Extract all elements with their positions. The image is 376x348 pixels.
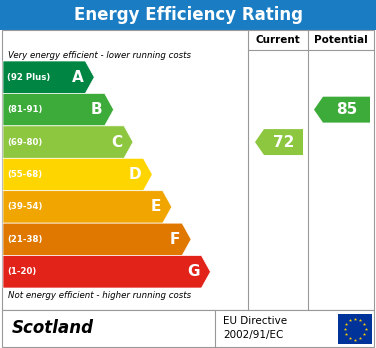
Text: 72: 72 [273,135,294,150]
Text: 85: 85 [336,102,357,117]
Text: Potential: Potential [314,35,368,45]
Bar [2,310,374,347]
Text: (92 Plus): (92 Plus) [7,73,50,82]
Text: (39-54): (39-54) [7,203,42,212]
Text: E: E [150,199,161,214]
Polygon shape [3,126,133,158]
Text: (1-20): (1-20) [7,267,36,276]
Text: (81-91): (81-91) [7,105,42,114]
Text: Not energy efficient - higher running costs: Not energy efficient - higher running co… [8,292,191,301]
Bar [2,30,374,310]
Polygon shape [3,191,172,223]
Text: A: A [71,70,83,85]
Text: Scotland: Scotland [12,319,94,337]
Polygon shape [3,61,94,93]
Text: (69-80): (69-80) [7,137,42,147]
Text: F: F [170,232,180,247]
Text: Energy Efficiency Rating: Energy Efficiency Rating [73,6,303,24]
Bar [0,0,376,30]
Bar [338,314,372,344]
Text: C: C [111,135,122,150]
Text: B: B [91,102,103,117]
Text: G: G [187,264,199,279]
Polygon shape [3,223,191,255]
Text: Very energy efficient - lower running costs: Very energy efficient - lower running co… [8,52,191,61]
Polygon shape [314,97,370,122]
Text: EU Directive
2002/91/EC: EU Directive 2002/91/EC [223,316,287,340]
Text: D: D [129,167,141,182]
Polygon shape [3,255,211,288]
Text: (21-38): (21-38) [7,235,42,244]
Polygon shape [3,158,152,191]
Polygon shape [255,129,303,155]
Text: Current: Current [256,35,300,45]
Text: (55-68): (55-68) [7,170,42,179]
Polygon shape [3,93,114,126]
